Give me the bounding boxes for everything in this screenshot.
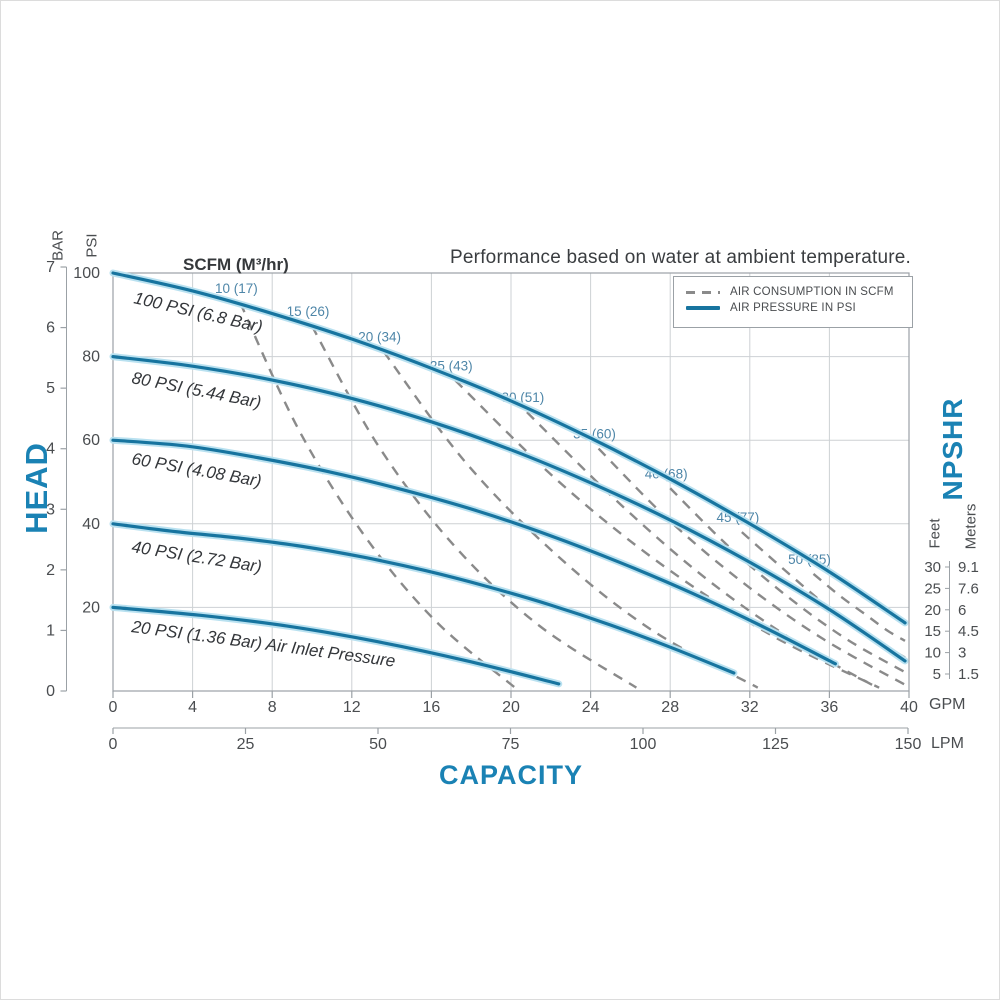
y-axis-title-head: HEAD	[19, 428, 55, 548]
solid-line-swatch	[686, 306, 720, 310]
axis-tick-label: 125	[762, 736, 789, 753]
npshr-scale: 30 9.1 25 7.6 20 6 15 4.5 10 35 1.5	[924, 559, 979, 683]
axis-tick-label: 150	[895, 736, 922, 753]
axis-tick-label: 32	[741, 699, 759, 716]
lpm-axis: 0 25 50 75 100 125 150	[109, 728, 922, 753]
x-axis-unit-gpm: GPM	[929, 696, 965, 714]
axis-tick-label: 12	[343, 699, 361, 716]
axis-tick-label: 25	[237, 736, 255, 753]
axis-tick-label: 40	[900, 699, 918, 716]
axis-tick-label: 4.5	[958, 623, 979, 640]
chart-title: Performance based on water at ambient te…	[450, 247, 911, 269]
legend-air-consumption-label: AIR CONSUMPTION IN SCFM	[730, 286, 894, 298]
x-axis-unit-lpm: LPM	[931, 735, 964, 753]
y-axis-unit-psi: PSI	[84, 221, 101, 271]
legend-row-air-consumption: AIR CONSUMPTION IN SCFM	[686, 284, 902, 300]
axis-tick-label: 28	[661, 699, 679, 716]
axis-tick-label: 16	[423, 699, 441, 716]
axis-tick-label: 80	[82, 349, 100, 366]
axis-tick-label: 0	[109, 699, 118, 716]
legend-row-air-pressure: AIR PRESSURE IN PSI	[686, 300, 902, 316]
axis-tick-label: 15	[924, 623, 941, 640]
axis-tick-label: 5	[46, 380, 55, 397]
scfm-point-label: 10 (17)	[215, 281, 258, 296]
axis-tick-label: 1.5	[958, 666, 979, 683]
air-consumption-line-10scfm	[240, 303, 515, 688]
axis-tick-label: 100	[630, 736, 657, 753]
axis-tick-label: 36	[821, 699, 839, 716]
axis-tick-label: 5	[933, 666, 941, 683]
axis-tick-label: 40	[82, 516, 100, 533]
chart-legend: AIR CONSUMPTION IN SCFM AIR PRESSURE IN …	[673, 276, 913, 328]
dashed-line-swatch	[686, 291, 720, 294]
axis-tick-label: 24	[582, 699, 600, 716]
axis-tick-label: 75	[502, 736, 520, 753]
scfm-axis-header: SCFM (M³/hr)	[183, 255, 289, 275]
curve-label-40psi: 40 PSI (2.72 Bar)	[130, 537, 263, 576]
axis-tick-label: 9.1	[958, 559, 979, 576]
axis-tick-label: 0	[46, 683, 55, 700]
y-axis-unit-bar: BAR	[50, 221, 67, 271]
axis-tick-label: 50	[369, 736, 387, 753]
right-axis-unit-feet: Feet	[927, 509, 944, 559]
axis-tick-label: 4	[188, 699, 197, 716]
axis-tick-label: 8	[268, 699, 277, 716]
axis-tick-label: 25	[924, 580, 941, 597]
right-axis-title-npshr: NPSHR	[937, 389, 969, 509]
axis-tick-label: 6	[46, 320, 55, 337]
axis-tick-label: 60	[82, 432, 100, 449]
axis-tick-label: 6	[958, 602, 966, 619]
axis-tick-label: 20	[502, 699, 520, 716]
gpm-axis: 0 4 8 12 16 20 24 28 32 36 40	[109, 691, 918, 716]
axis-tick-label: 1	[46, 622, 55, 639]
air-consumption-line-25scfm	[455, 380, 879, 687]
axis-tick-label: 30	[924, 559, 941, 576]
axis-tick-label: 20	[82, 599, 100, 616]
legend-air-pressure-label: AIR PRESSURE IN PSI	[730, 302, 856, 314]
axis-tick-label: 7.6	[958, 580, 979, 597]
axis-tick-label: 0	[109, 736, 118, 753]
x-axis-title-capacity: CAPACITY	[361, 760, 661, 791]
axis-tick-label: 2	[46, 562, 55, 579]
axis-tick-label: 3	[958, 645, 966, 662]
right-axis-unit-meters: Meters	[963, 502, 980, 552]
axis-tick-label: 20	[924, 602, 941, 619]
axis-tick-label: 10	[924, 645, 941, 662]
air-consumption-lines: 10 (17)15 (26)20 (34)25 (43)30 (51)35 (6…	[215, 281, 905, 688]
